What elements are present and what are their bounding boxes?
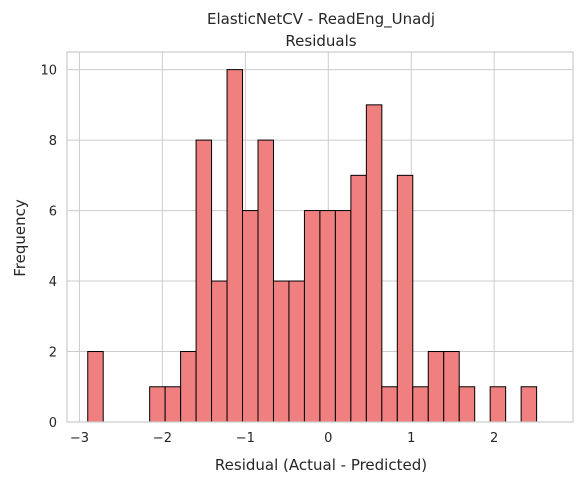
histogram-bar (319, 210, 336, 423)
histogram-bar (164, 386, 182, 423)
y-tick-label: 2 (49, 346, 57, 361)
histogram-bar (195, 139, 213, 423)
x-tick-label: 2 (490, 431, 498, 446)
histogram-bar (489, 386, 507, 423)
x-tick-labels: −3 −2 −1 0 1 2 (70, 431, 498, 446)
x-axis-label: Residual (Actual - Predicted) (215, 456, 427, 474)
histogram-bar (226, 69, 244, 423)
histogram-bar (443, 351, 460, 423)
histogram-bar (87, 351, 104, 423)
chart-subtitle: Residuals (285, 32, 356, 50)
x-tick-label: −2 (153, 431, 172, 446)
histogram-bar (211, 280, 228, 423)
y-tick-label: 0 (49, 416, 57, 431)
histogram-bar (365, 104, 383, 423)
x-tick-label: −3 (70, 431, 89, 446)
histogram-bar (288, 280, 305, 423)
histogram-bar (149, 386, 166, 423)
x-tick-label: 0 (324, 431, 332, 446)
y-tick-label: 4 (49, 275, 57, 290)
histogram-bar (180, 351, 197, 423)
histogram-bar (381, 386, 398, 423)
histogram-bar (334, 210, 352, 423)
histogram-bar (257, 139, 274, 423)
y-tick-labels: 0 2 4 6 8 10 (40, 64, 57, 431)
histogram-bar (458, 386, 476, 423)
y-tick-label: 6 (49, 205, 57, 220)
histogram-bar (427, 351, 445, 423)
histogram-bar (242, 210, 259, 423)
y-axis-label: Frequency (11, 199, 29, 277)
chart-title: ElasticNetCV - ReadEng_Unadj (207, 10, 435, 29)
histogram-bar (520, 386, 538, 423)
histogram-bar (350, 174, 367, 423)
bars-layer (87, 69, 538, 423)
y-tick-label: 8 (49, 134, 57, 149)
plot-frame (66, 51, 574, 423)
x-tick-label: −1 (236, 431, 255, 446)
x-tick-label: 1 (407, 431, 415, 446)
histogram-bar (303, 210, 321, 423)
histogram-bar (396, 174, 414, 423)
histogram-bar (272, 280, 290, 423)
y-tick-label: 10 (40, 64, 57, 79)
histogram-bar (412, 386, 429, 423)
